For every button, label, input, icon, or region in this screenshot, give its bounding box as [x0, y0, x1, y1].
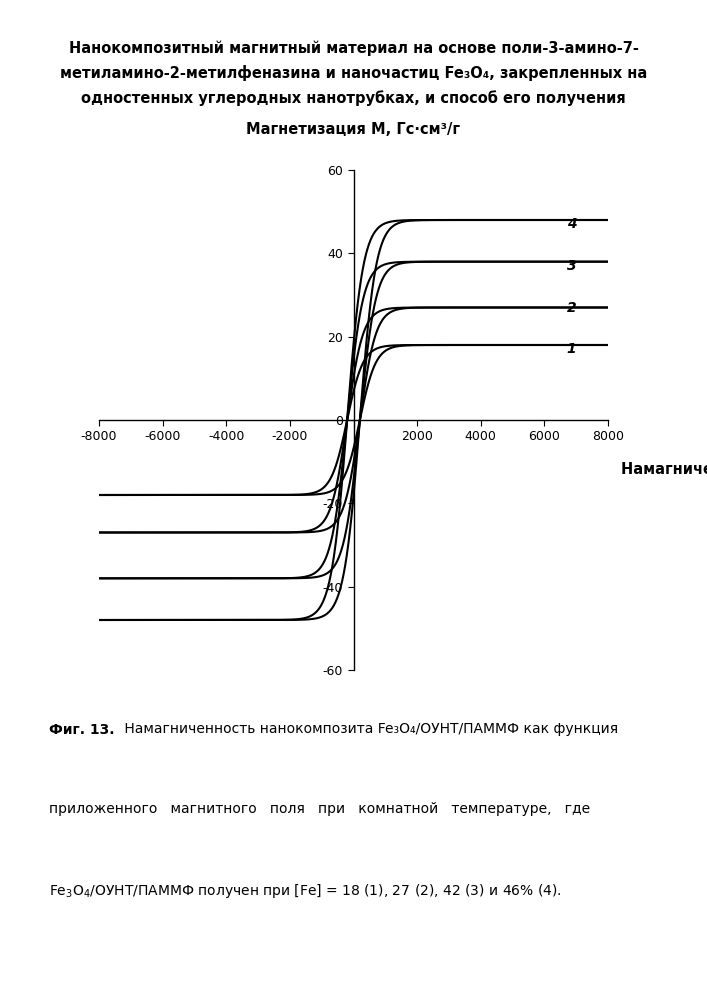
Text: 4: 4 [567, 217, 576, 231]
Text: Фиг. 13.: Фиг. 13. [49, 722, 115, 736]
Text: 2: 2 [567, 300, 576, 314]
Text: Намагниченность Н, Э: Намагниченность Н, Э [621, 462, 707, 477]
Text: Магнетизация М, Гс·см³/г: Магнетизация М, Гс·см³/г [247, 122, 460, 137]
Text: Намагниченность нанокомпозита Fe₃O₄/ОУНТ/ПАММФ как функция: Намагниченность нанокомпозита Fe₃O₄/ОУНТ… [119, 722, 618, 736]
Text: Нанокомпозитный магнитный материал на основе поли-3-амино-7-
метиламино-2-метилф: Нанокомпозитный магнитный материал на ос… [60, 41, 647, 106]
Text: Fe$_3$O$_4$/ОУНТ/ПАММФ получен при [Fe] = 18 ($\mathit{1}$), 27 ($\mathit{2}$), : Fe$_3$O$_4$/ОУНТ/ПАММФ получен при [Fe] … [49, 882, 562, 900]
Text: 1: 1 [567, 342, 576, 356]
Text: приложенного   магнитного   поля   при   комнатной   температуре,   где: приложенного магнитного поля при комнатн… [49, 802, 590, 816]
Text: 3: 3 [567, 259, 576, 273]
